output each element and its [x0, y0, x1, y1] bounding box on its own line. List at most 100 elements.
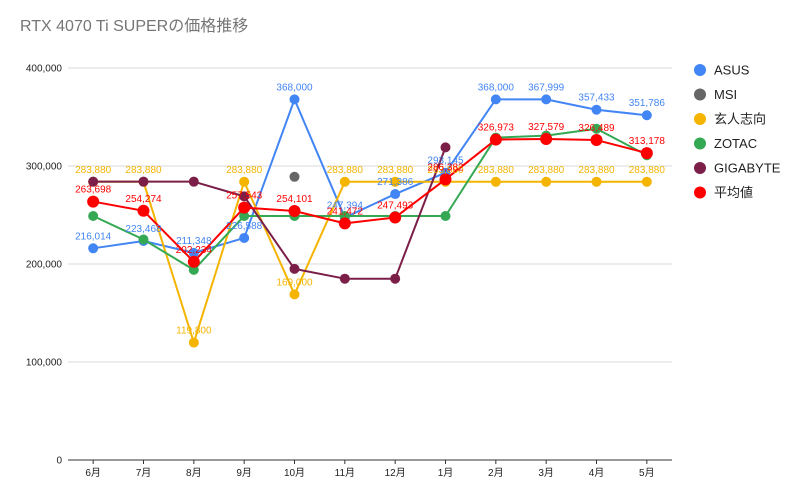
data-label-average: 254,274 — [125, 194, 162, 205]
legend-label: 平均値 — [714, 185, 753, 200]
data-label-asus: 367,999 — [528, 82, 565, 93]
x-tick-label: 10月 — [284, 467, 305, 479]
data-label-asus: 223,468 — [125, 224, 162, 235]
data-point-zotac — [88, 210, 99, 221]
data-point-zotac — [591, 123, 602, 134]
y-tick-label: 400,000 — [26, 64, 63, 75]
chart-title: RTX 4070 Ti SUPERの価格推移 — [20, 18, 249, 35]
data-label-kuroutoshikou: 283,880 — [125, 165, 162, 176]
data-point-average — [288, 204, 301, 217]
data-label-asus: 216,014 — [75, 231, 112, 242]
y-tick-label: 0 — [56, 456, 62, 467]
data-point-asus — [289, 94, 300, 105]
x-tick-label: 1月 — [438, 467, 454, 479]
legend-label: ZOTAC — [714, 136, 757, 151]
data-label-average: 326,973 — [478, 123, 515, 134]
data-point-asus — [490, 94, 501, 105]
x-tick-label: 6月 — [85, 467, 101, 479]
data-point-average — [137, 204, 150, 217]
data-label-average: 313,178 — [629, 136, 666, 147]
data-label-average: 286,382 — [427, 162, 464, 173]
data-point-average — [187, 255, 200, 268]
y-tick-label: 200,000 — [26, 260, 63, 271]
legend-marker — [694, 186, 706, 199]
data-label-kuroutoshikou: 283,880 — [528, 165, 565, 176]
data-point-kuroutoshikou — [591, 176, 602, 187]
data-point-kuroutoshikou — [339, 176, 350, 187]
data-label-average: 257,543 — [226, 191, 263, 202]
legend-marker — [694, 88, 706, 101]
data-point-asus — [641, 110, 652, 121]
data-point-average — [540, 132, 553, 145]
data-point-kuroutoshikou — [490, 176, 501, 187]
data-point-kuroutoshikou — [390, 176, 401, 187]
data-label-kuroutoshikou: 283,880 — [327, 165, 364, 176]
data-point-average — [87, 195, 100, 208]
data-point-msi — [289, 171, 300, 182]
x-tick-label: 11月 — [335, 467, 355, 479]
data-label-kuroutoshikou: 283,880 — [578, 165, 615, 176]
data-point-average — [489, 133, 502, 146]
data-point-kuroutoshikou — [239, 176, 250, 187]
data-point-gigabyte — [289, 263, 300, 274]
x-tick-label: 2月 — [488, 467, 504, 479]
data-label-average: 254,101 — [276, 194, 313, 205]
data-label-average: 202,234 — [176, 245, 213, 256]
data-label-asus: 293,145 — [427, 156, 464, 167]
x-tick-label: 5月 — [639, 467, 655, 479]
legend-label: GIGABYTE — [714, 161, 781, 176]
legend-label: 玄人志向 — [714, 112, 766, 127]
legend-label: MSI — [714, 87, 737, 102]
data-label-average: 263,698 — [75, 185, 112, 196]
data-label-kuroutoshikou: 283,880 — [226, 165, 263, 176]
data-point-average — [389, 211, 402, 224]
data-point-zotac — [239, 210, 250, 221]
data-point-average — [640, 147, 653, 160]
data-label-asus: 271,386 — [377, 177, 414, 188]
x-tick-label: 3月 — [538, 467, 554, 479]
data-label-kuroutoshikou: 283,880 — [478, 165, 515, 176]
data-label-asus: 351,786 — [629, 98, 666, 109]
data-point-asus — [88, 243, 99, 254]
data-label-asus: 247,394 — [327, 201, 364, 212]
data-point-gigabyte — [188, 176, 199, 187]
series-line-zotac — [92, 127, 648, 271]
data-label-average: 327,579 — [528, 122, 565, 133]
data-label-asus: 368,000 — [478, 82, 515, 93]
x-tick-label: 9月 — [236, 467, 252, 479]
data-point-gigabyte — [239, 191, 250, 202]
data-point-asus — [591, 104, 602, 115]
x-tick-label: 8月 — [186, 467, 202, 479]
data-label-average: 241,472 — [327, 206, 364, 217]
data-label-asus: 357,433 — [578, 93, 615, 104]
data-point-asus — [188, 247, 199, 258]
x-tick-label: 4月 — [589, 467, 605, 479]
legend-marker — [694, 137, 706, 150]
data-point-asus — [239, 232, 250, 243]
x-tick-label: 7月 — [136, 467, 152, 479]
data-label-average: 247,493 — [377, 200, 414, 211]
data-label-kuroutoshikou: 283,880 — [75, 165, 112, 176]
data-label-kuroutoshikou: 283,880 — [377, 165, 414, 176]
data-point-asus — [390, 189, 401, 200]
data-point-average — [439, 173, 452, 186]
data-point-gigabyte — [138, 176, 149, 187]
data-point-kuroutoshikou — [641, 176, 652, 187]
data-point-kuroutoshikou — [541, 176, 552, 187]
data-point-gigabyte — [440, 142, 451, 153]
data-label-kuroutoshikou: 169,000 — [276, 277, 313, 288]
y-tick-label: 100,000 — [26, 358, 63, 369]
data-label-asus: 211,348 — [176, 236, 212, 247]
y-tick-label: 300,000 — [26, 162, 63, 173]
data-point-average — [238, 201, 251, 214]
series-line-kuroutoshikou — [93, 180, 647, 344]
data-label-average: 326,489 — [578, 123, 615, 134]
data-point-gigabyte — [339, 273, 350, 284]
legend-marker — [694, 113, 706, 125]
data-point-gigabyte — [88, 176, 99, 187]
data-point-zotac — [440, 210, 451, 221]
data-point-average — [590, 134, 603, 147]
data-label-kuroutoshikou: 119,800 — [176, 326, 212, 337]
